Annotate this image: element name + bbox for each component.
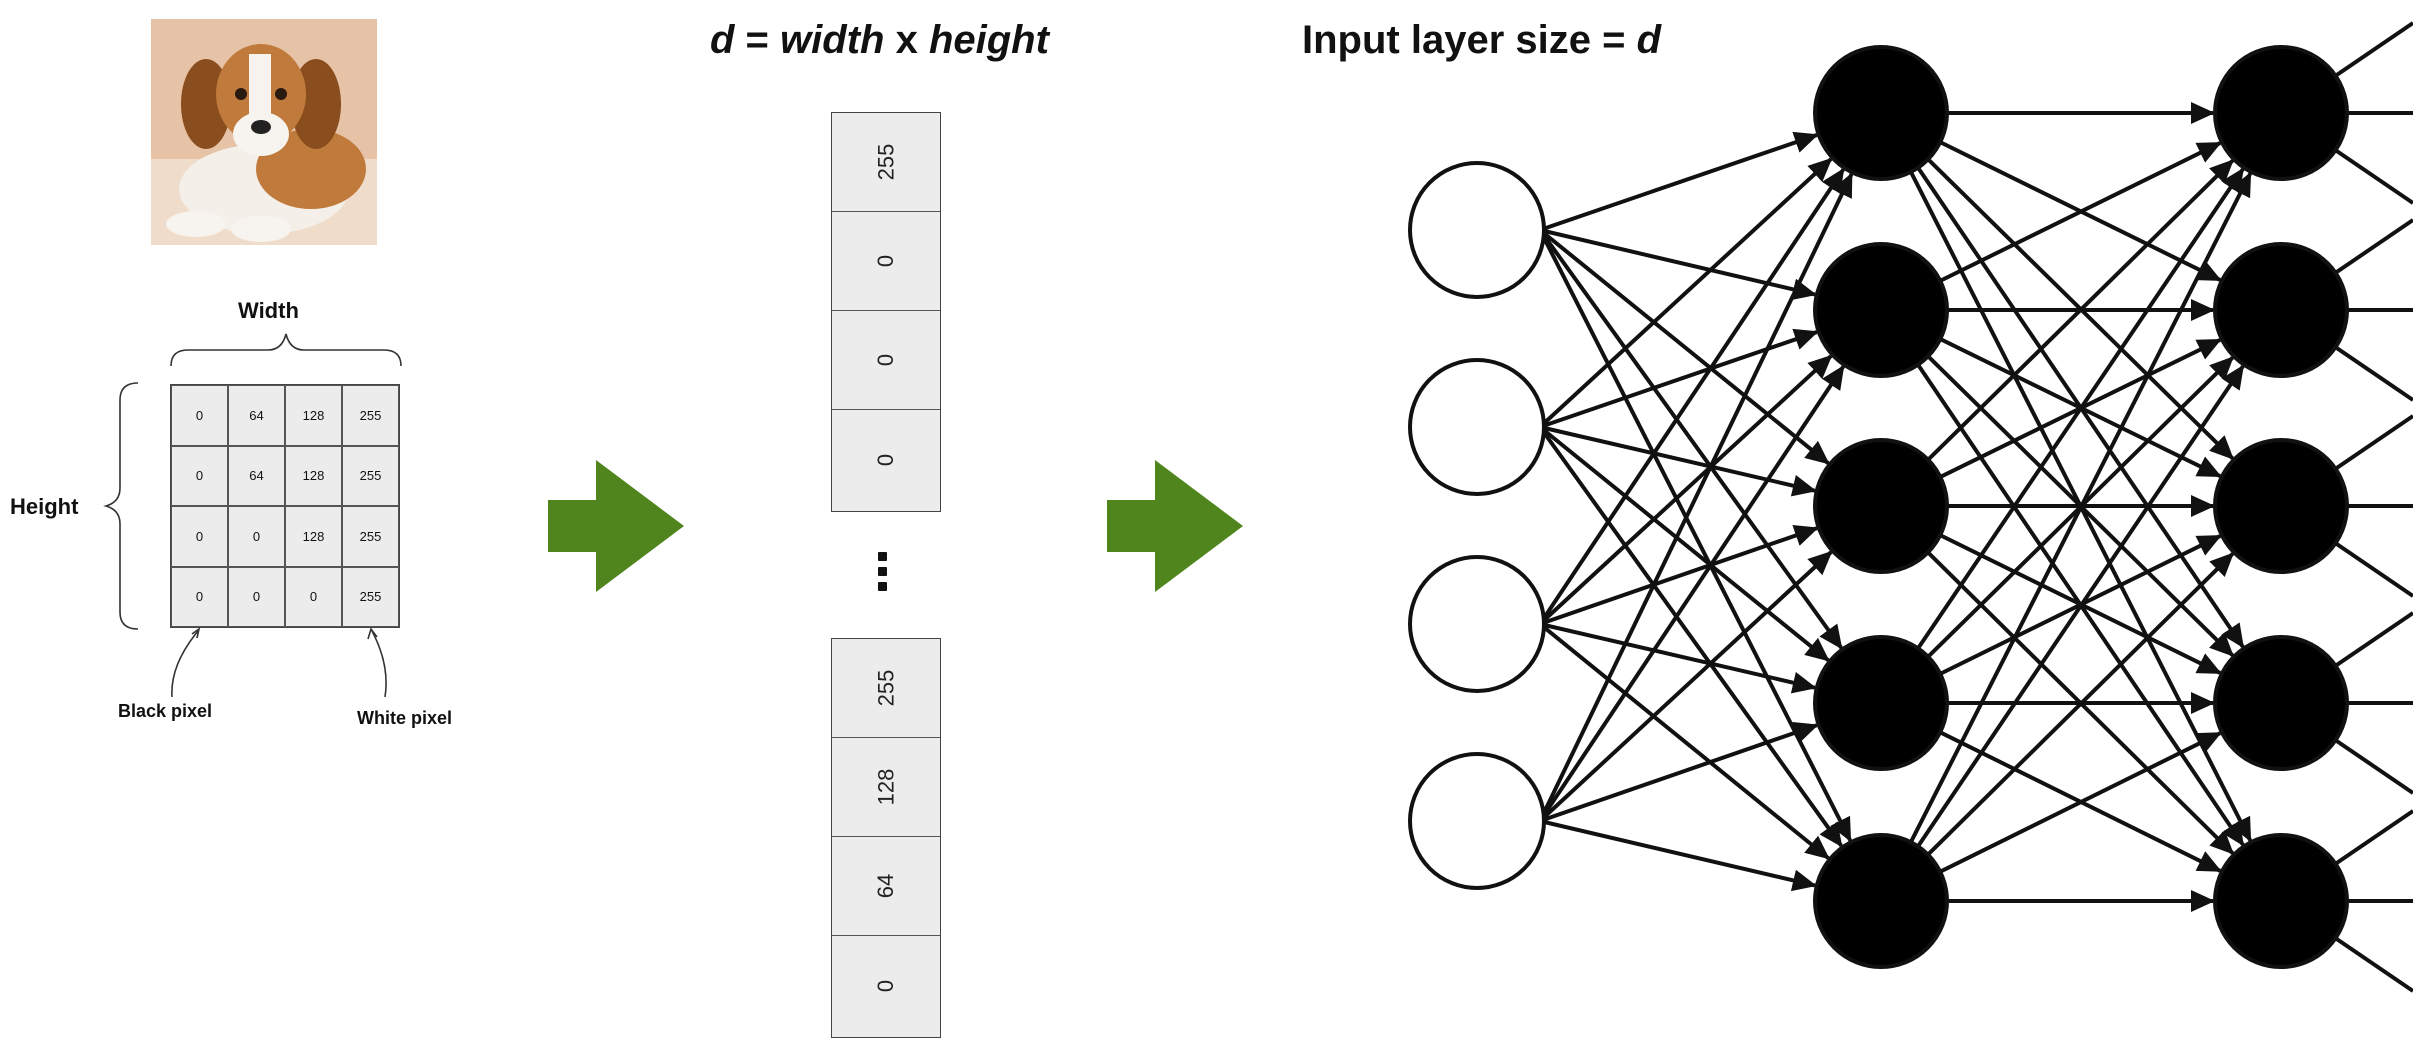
vector-top: 255 0 0 0 xyxy=(831,112,941,512)
pixel-grid: 0 64 128 255 0 64 128 255 0 0 128 255 0 … xyxy=(170,384,400,628)
height-label: Height xyxy=(10,494,79,519)
hidden-node xyxy=(2213,438,2349,574)
connection-edge xyxy=(1879,159,2234,508)
connection-edge xyxy=(1879,111,2245,649)
connection-edge xyxy=(1538,354,1833,626)
connection-edge xyxy=(1538,167,1845,626)
hidden-node xyxy=(1813,242,1949,378)
connection-edge xyxy=(1539,622,1817,694)
black-pixel-label: Black pixel xyxy=(118,701,213,721)
connection-edge xyxy=(1879,112,2253,843)
pixel-cell: 0 xyxy=(171,506,228,567)
connection-edge xyxy=(1538,228,1843,650)
connection-edge xyxy=(1879,364,2245,903)
vector-ellipsis xyxy=(878,552,892,597)
connection-edge xyxy=(1539,819,1817,892)
connection-edge xyxy=(1879,356,2234,705)
width-label: Width xyxy=(238,298,299,323)
pixel-cell: 0 xyxy=(285,566,342,627)
connection-edge xyxy=(1538,228,1830,465)
connection-edge xyxy=(1539,131,1819,232)
white-pixel-label: White pixel xyxy=(357,708,453,728)
input-layer-title: Input layer size = d xyxy=(1302,18,1662,62)
connection-edge xyxy=(1879,504,2235,855)
pixel-cell: 64 xyxy=(228,445,285,506)
connection-edge xyxy=(1539,722,1819,823)
connection-edge xyxy=(1538,157,1833,429)
vector-cell: 255 xyxy=(832,113,940,212)
hidden-node xyxy=(1813,45,1949,181)
vector-cell: 0 xyxy=(832,311,940,410)
connection-edge xyxy=(1879,308,2245,847)
hidden-node xyxy=(1813,635,1949,771)
input-node xyxy=(1408,752,1546,890)
pixel-cell: 255 xyxy=(342,566,399,627)
hidden-node xyxy=(2213,45,2349,181)
pixel-cell: 0 xyxy=(171,385,228,446)
pixel-cell: 128 xyxy=(285,385,342,446)
input-node xyxy=(1408,358,1546,496)
pixel-cell: 255 xyxy=(342,445,399,506)
pixel-cell: 0 xyxy=(228,506,285,567)
pixel-cell: 128 xyxy=(285,506,342,567)
height-brace xyxy=(103,382,139,630)
connection-edge xyxy=(1538,364,1845,823)
white-pixel-pointer xyxy=(367,627,387,698)
pixel-cell: 255 xyxy=(342,385,399,446)
connection-edge xyxy=(1879,171,2253,902)
pixel-cell: 64 xyxy=(228,385,285,446)
right-arrow-icon xyxy=(1107,460,1243,592)
input-node xyxy=(1408,555,1546,693)
connection-edge xyxy=(1538,172,1854,822)
connection-edge xyxy=(1538,550,1833,823)
pixel-cell: 255 xyxy=(342,506,399,567)
input-node xyxy=(1408,161,1546,299)
pixel-cell: 0 xyxy=(228,566,285,627)
black-pixel-pointer xyxy=(171,627,201,698)
vector-cell: 64 xyxy=(832,837,940,936)
vector-bottom: 255 128 64 0 xyxy=(831,638,941,1038)
pixel-cell: 0 xyxy=(171,566,228,627)
vector-cell: 128 xyxy=(832,738,940,837)
connection-edge xyxy=(1538,622,1830,860)
pixel-cell: 0 xyxy=(171,445,228,506)
connection-edge xyxy=(1539,328,1819,429)
hidden-node xyxy=(2213,242,2349,378)
connection-edge xyxy=(1879,167,2245,705)
pixel-cell: 128 xyxy=(285,445,342,506)
connection-edge xyxy=(1538,425,1830,662)
width-brace xyxy=(170,333,402,367)
hidden-node xyxy=(1813,833,1949,969)
vector-cell: 0 xyxy=(832,212,940,311)
vector-cell: 255 xyxy=(832,639,940,738)
connection-edge xyxy=(1879,308,2234,657)
connection-edge xyxy=(1539,525,1819,626)
hidden-node xyxy=(2213,635,2349,771)
hidden-node xyxy=(2213,833,2349,969)
dog-photo xyxy=(151,19,377,245)
right-arrow-icon xyxy=(548,460,684,592)
connection-edge xyxy=(1538,425,1843,848)
vector-title: d = width x height xyxy=(710,18,1049,62)
connection-edge xyxy=(1879,552,2235,903)
connection-edge xyxy=(1879,111,2234,460)
hidden-node xyxy=(1813,438,1949,574)
